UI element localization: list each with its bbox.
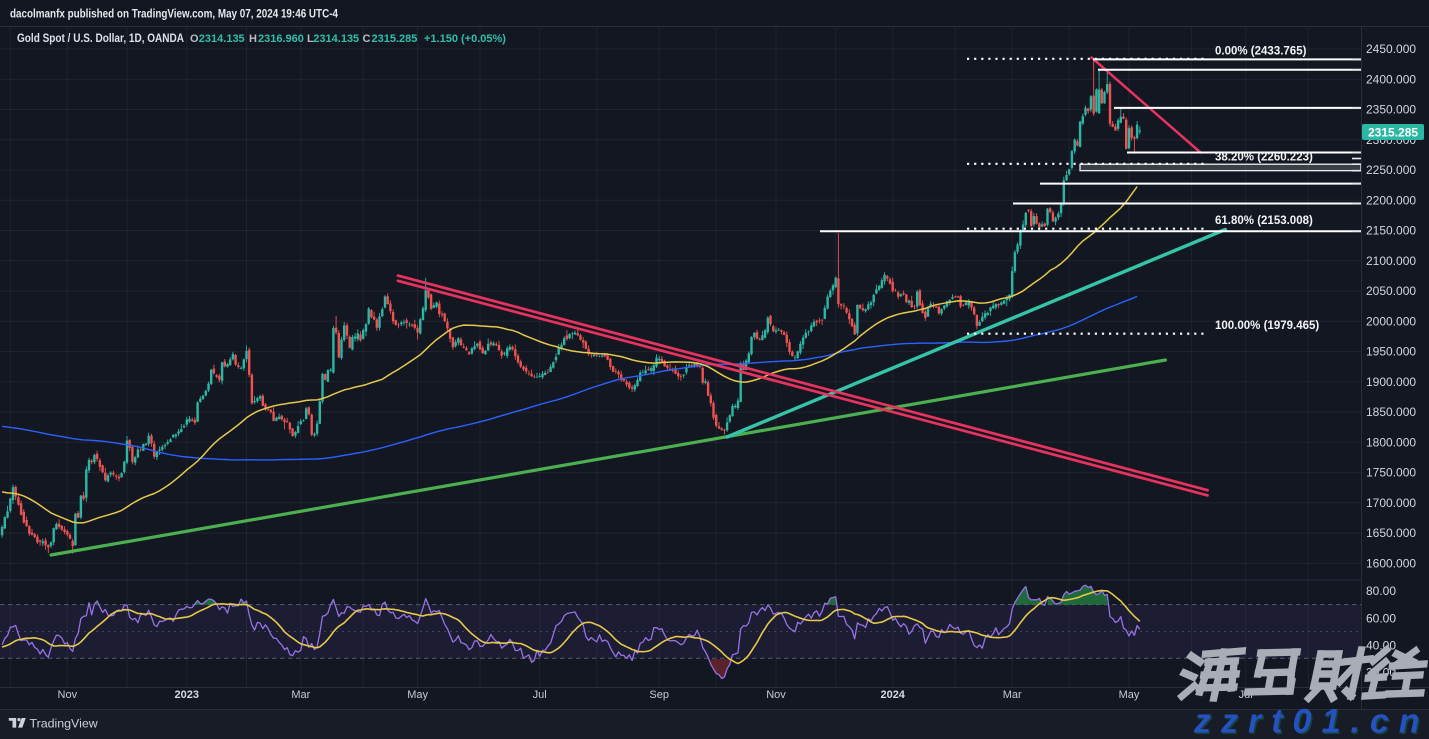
- svg-text:1950.000: 1950.000: [1366, 345, 1416, 359]
- svg-text:H: H: [249, 33, 257, 45]
- svg-text:Mar: Mar: [291, 689, 310, 701]
- svg-text:1850.000: 1850.000: [1366, 405, 1416, 419]
- svg-text:2100.000: 2100.000: [1366, 254, 1416, 268]
- svg-text:1650.000: 1650.000: [1366, 526, 1416, 540]
- svg-text:1600.000: 1600.000: [1366, 556, 1416, 570]
- svg-text:+1.150 (+0.05%): +1.150 (+0.05%): [424, 33, 506, 45]
- svg-text:1900.000: 1900.000: [1366, 375, 1416, 389]
- svg-text:2023: 2023: [175, 689, 199, 701]
- svg-text:2050.000: 2050.000: [1366, 284, 1416, 298]
- svg-text:2400.000: 2400.000: [1366, 72, 1416, 86]
- svg-text:0.00% (2433.765): 0.00% (2433.765): [1215, 46, 1307, 58]
- svg-text:2024: 2024: [880, 689, 905, 701]
- svg-text:2315.285: 2315.285: [1368, 126, 1418, 140]
- svg-text:Gold Spot / U.S. Dollar, 1D, O: Gold Spot / U.S. Dollar, 1D, OANDA: [17, 32, 184, 45]
- svg-text:2314.135: 2314.135: [199, 33, 245, 45]
- svg-text:80.00: 80.00: [1366, 584, 1396, 598]
- svg-text:Jul: Jul: [533, 689, 547, 701]
- svg-text:2150.000: 2150.000: [1366, 224, 1416, 238]
- svg-text:Nov: Nov: [766, 689, 786, 701]
- svg-text:C: C: [363, 33, 371, 45]
- svg-text:1700.000: 1700.000: [1366, 496, 1416, 510]
- svg-text:2350.000: 2350.000: [1366, 103, 1416, 117]
- svg-text:2450.000: 2450.000: [1366, 42, 1416, 56]
- svg-text:zzrt01.cn: zzrt01.cn: [1193, 703, 1429, 739]
- svg-text:2250.000: 2250.000: [1366, 163, 1416, 177]
- svg-text:TradingView: TradingView: [30, 716, 98, 730]
- svg-text:38.20% (2260.223): 38.20% (2260.223): [1215, 152, 1313, 164]
- svg-text:100.00% (1979.465): 100.00% (1979.465): [1215, 320, 1319, 332]
- svg-text:L: L: [307, 33, 314, 45]
- svg-text:Mar: Mar: [1003, 689, 1022, 701]
- svg-text:Nov: Nov: [58, 689, 78, 701]
- svg-text:1800.000: 1800.000: [1366, 435, 1416, 449]
- svg-text:2314.135: 2314.135: [313, 33, 359, 45]
- svg-text:2316.960: 2316.960: [258, 33, 304, 45]
- svg-text:dacolmanfx published on Tradin: dacolmanfx published on TradingView.com,…: [10, 9, 339, 21]
- svg-text:May: May: [1119, 689, 1140, 701]
- svg-text:2200.000: 2200.000: [1366, 193, 1416, 207]
- svg-text:O: O: [190, 33, 199, 45]
- svg-text:1750.000: 1750.000: [1366, 466, 1416, 480]
- svg-text:61.80% (2153.008): 61.80% (2153.008): [1215, 215, 1313, 227]
- svg-text:2315.285: 2315.285: [372, 33, 418, 45]
- svg-text:2000.000: 2000.000: [1366, 314, 1416, 328]
- svg-text:Sep: Sep: [649, 689, 669, 701]
- svg-text:May: May: [407, 689, 428, 701]
- svg-text:60.00: 60.00: [1366, 611, 1396, 625]
- svg-text:zzrt01.cn: zzrt01.cn: [1195, 704, 1429, 739]
